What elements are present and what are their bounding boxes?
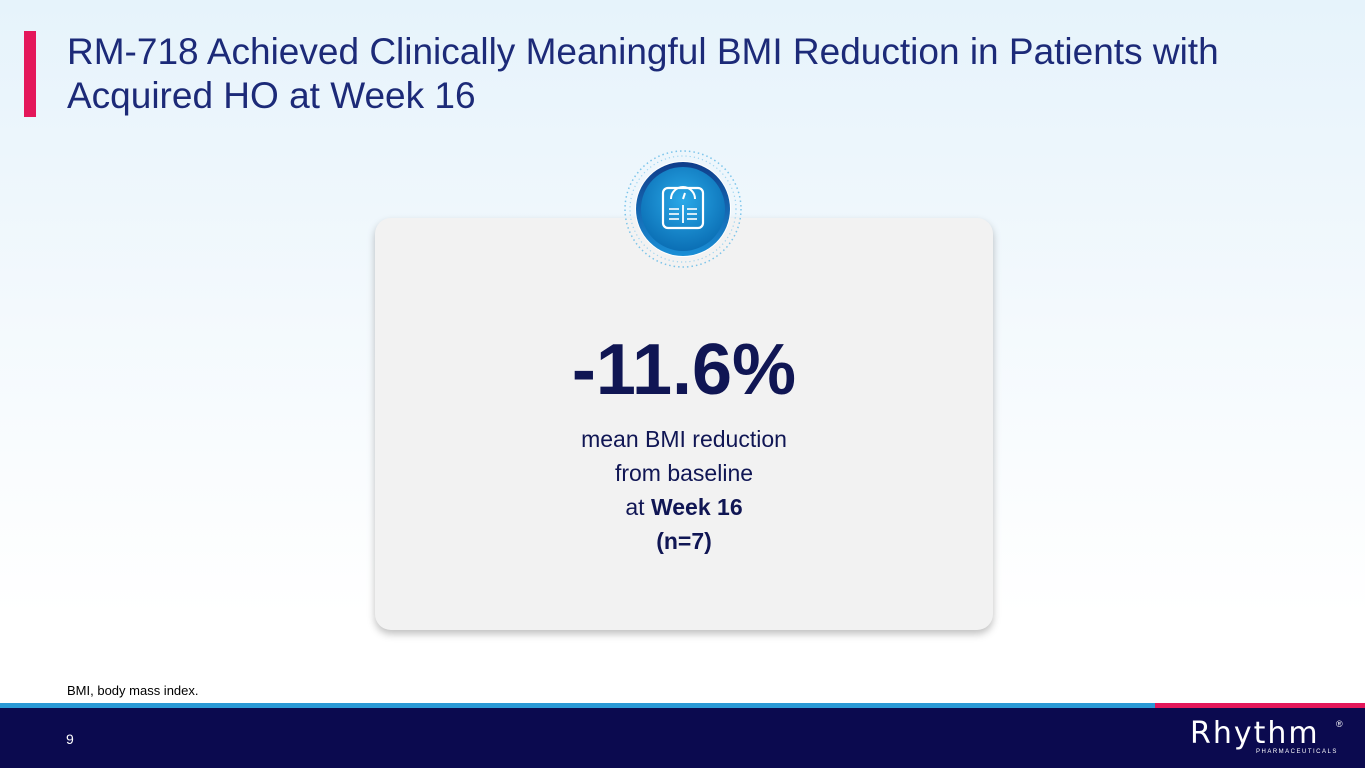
rhythm-logo: Rhythm ® PHARMACEUTICALS: [1190, 716, 1343, 762]
footer-stripe-blue: [0, 703, 1155, 708]
stat-description-line-1: mean BMI reduction: [581, 426, 787, 452]
logo-registered-mark: ®: [1336, 719, 1343, 729]
stat-sample-size-text: (n=7): [656, 528, 712, 554]
stat-sample-size: (n=7): [375, 524, 993, 558]
stat-timepoint: Week 16: [650, 494, 743, 520]
stat-description-line-2: from baseline: [614, 460, 754, 486]
stat-description-line-3: at Week 16: [375, 490, 993, 524]
footer-stripe-red: [1155, 703, 1365, 708]
weighing-scale-icon: [621, 147, 745, 271]
stat-line3-prefix: at: [625, 494, 651, 520]
bmi-reduction-value: -11.6%: [571, 330, 797, 410]
stat-description: mean BMI reduction from baseline at Week…: [375, 422, 993, 558]
footnote: BMI, body mass index.: [67, 683, 199, 698]
slide-title: RM-718 Achieved Clinically Meaningful BM…: [67, 31, 1219, 116]
footer-bar: 9 Rhythm ® PHARMACEUTICALS: [0, 708, 1365, 768]
logo-subtext: PHARMACEUTICALS: [1256, 749, 1338, 755]
logo-wordmark: Rhythm: [1190, 716, 1320, 751]
title-accent-bar: [24, 31, 36, 117]
page-number: 9: [66, 731, 74, 747]
stat-card: [375, 218, 993, 630]
